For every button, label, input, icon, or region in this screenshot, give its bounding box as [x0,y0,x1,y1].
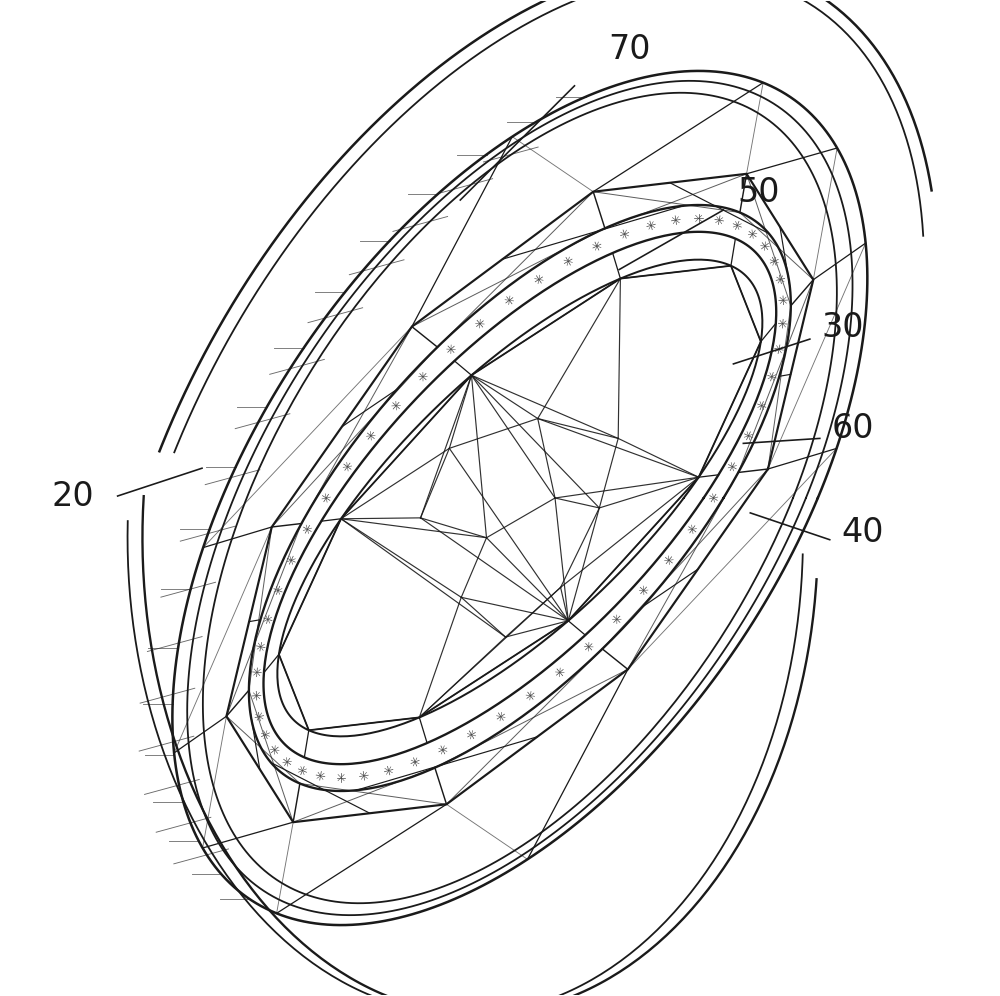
Text: 20: 20 [52,479,94,513]
Text: 30: 30 [821,311,864,344]
Text: 50: 50 [737,175,779,208]
Text: 40: 40 [841,516,884,549]
Text: 60: 60 [831,412,874,445]
Text: 70: 70 [608,33,650,66]
